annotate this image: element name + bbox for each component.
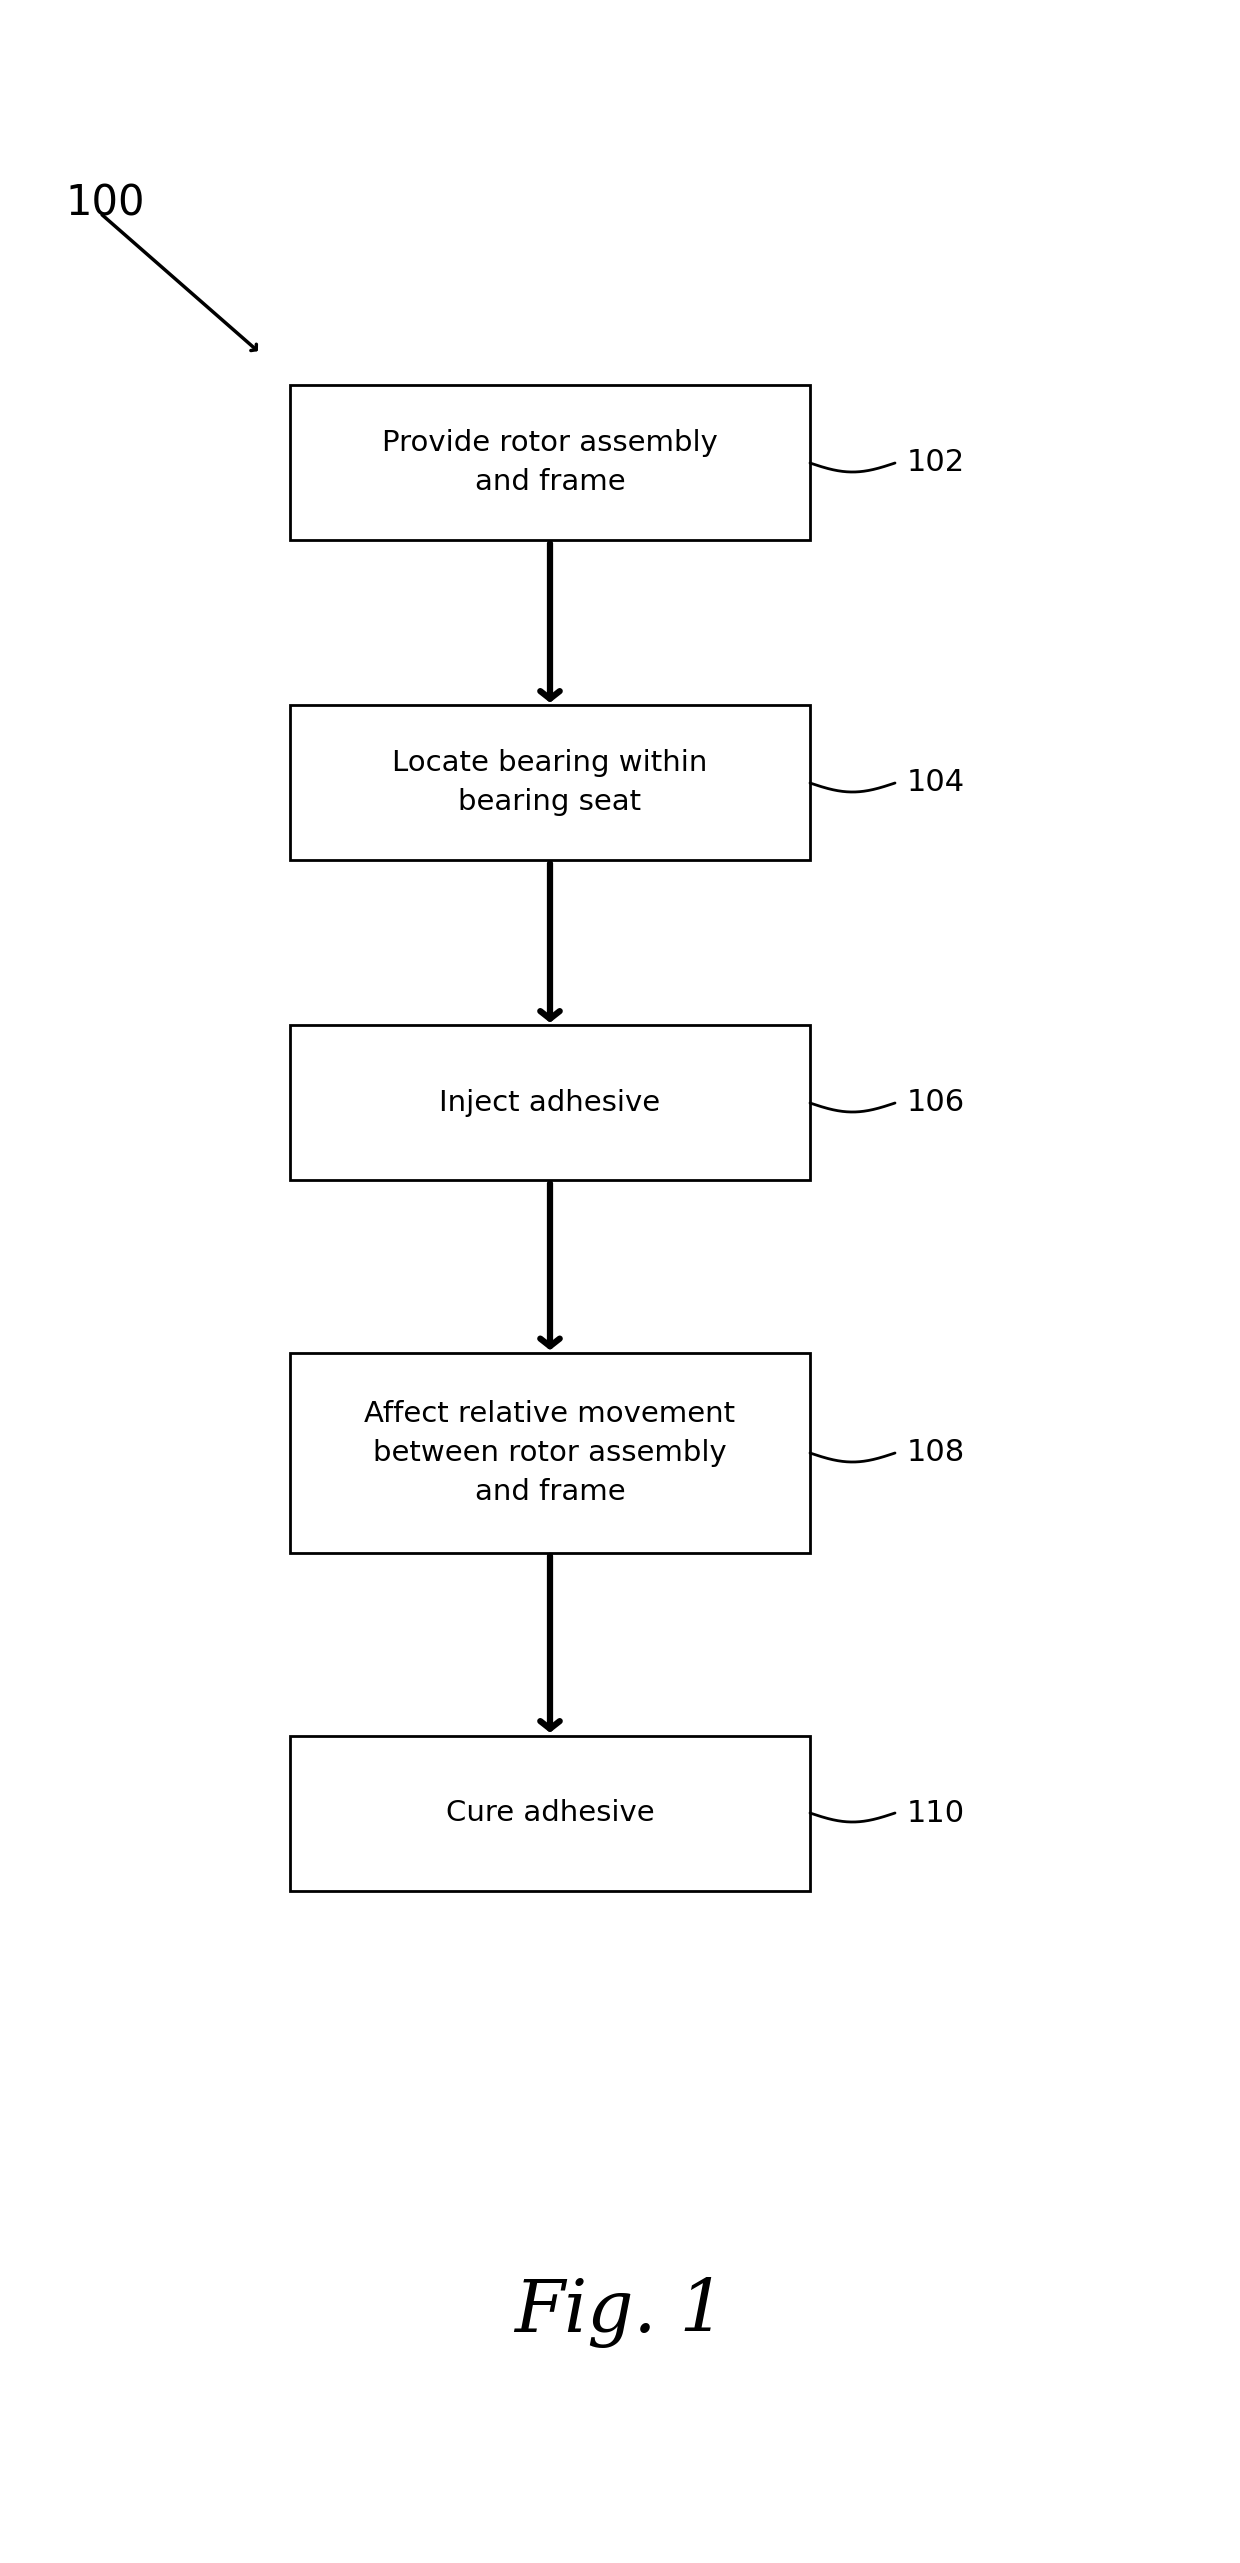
Text: 106: 106 xyxy=(906,1089,965,1117)
Text: 104: 104 xyxy=(906,769,965,797)
Text: 108: 108 xyxy=(906,1438,965,1469)
Bar xyxy=(290,384,810,541)
Text: Locate bearing within
bearing seat: Locate bearing within bearing seat xyxy=(392,748,708,818)
Text: Provide rotor assembly
and frame: Provide rotor assembly and frame xyxy=(382,431,718,497)
Text: 100: 100 xyxy=(64,182,145,226)
Text: Affect relative movement
between rotor assembly
and frame: Affect relative movement between rotor a… xyxy=(365,1399,735,1507)
Text: Inject adhesive: Inject adhesive xyxy=(439,1089,661,1117)
Text: Fig. 1: Fig. 1 xyxy=(515,2279,725,2348)
Bar xyxy=(290,705,810,861)
Bar xyxy=(290,1025,810,1182)
Bar xyxy=(290,1353,810,1553)
Text: 110: 110 xyxy=(906,1799,965,1827)
Text: Cure adhesive: Cure adhesive xyxy=(445,1799,655,1827)
Text: 102: 102 xyxy=(906,449,965,477)
Bar xyxy=(290,1735,810,1891)
